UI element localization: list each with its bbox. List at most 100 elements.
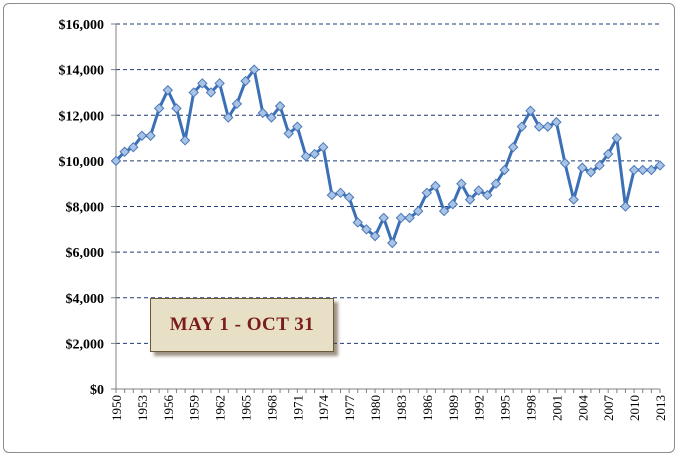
y-tick-label: $4,000 bbox=[66, 292, 105, 307]
series-markers bbox=[110, 64, 666, 249]
data-point bbox=[646, 164, 657, 176]
data-point bbox=[179, 135, 191, 146]
data-point bbox=[352, 217, 363, 228]
data-point bbox=[387, 237, 398, 249]
data-point bbox=[369, 230, 381, 242]
data-point bbox=[542, 121, 553, 132]
data-point bbox=[266, 112, 277, 123]
x-tick-label: 1977 bbox=[342, 395, 357, 422]
data-point bbox=[559, 157, 571, 169]
data-point bbox=[214, 78, 225, 89]
x-tick-label: 1962 bbox=[213, 395, 228, 421]
y-tick-label: $16,000 bbox=[59, 18, 105, 33]
data-point bbox=[292, 121, 303, 132]
data-point bbox=[119, 146, 130, 157]
data-point bbox=[577, 162, 588, 173]
y-tick-label: $8,000 bbox=[66, 201, 105, 216]
data-point bbox=[490, 178, 502, 189]
y-tick-label: $12,000 bbox=[59, 109, 105, 124]
x-tick-label: 1956 bbox=[161, 395, 176, 422]
data-point bbox=[438, 205, 450, 217]
data-point bbox=[162, 84, 174, 96]
data-point bbox=[447, 199, 458, 210]
line-chart: $0 $2,000 $4,000 $6,000 $8,000 $10,000 $12,000… bbox=[59, 18, 669, 422]
x-tick-label: 1989 bbox=[446, 395, 461, 421]
data-point bbox=[335, 187, 346, 199]
y-tick-label: $0 bbox=[90, 383, 104, 398]
data-point bbox=[654, 160, 666, 171]
data-point bbox=[507, 141, 519, 153]
data-point bbox=[551, 116, 562, 128]
x-tick-label: 1986 bbox=[420, 395, 435, 422]
x-tick-label: 1968 bbox=[264, 395, 279, 421]
data-point bbox=[611, 132, 623, 144]
data-point bbox=[525, 105, 536, 116]
x-tick-label: 1992 bbox=[472, 395, 487, 421]
x-tick-label: 2001 bbox=[549, 395, 564, 421]
data-point bbox=[248, 64, 260, 75]
data-point bbox=[456, 178, 467, 189]
y-tick-label: $6,000 bbox=[66, 246, 105, 261]
data-point bbox=[197, 78, 208, 89]
data-point bbox=[361, 224, 372, 235]
axes bbox=[111, 23, 661, 393]
data-point bbox=[464, 194, 476, 205]
annotation-box: MAY 1 - OCT 31 bbox=[150, 298, 334, 352]
data-point bbox=[223, 112, 234, 123]
x-tick-labels: 1950 1953 1956 1959 1962 1965 1968 1971 1974 1977… bbox=[109, 395, 668, 422]
data-point bbox=[395, 212, 407, 224]
x-tick-label: 1959 bbox=[187, 395, 202, 421]
data-point bbox=[136, 130, 148, 141]
x-tick-label: 2004 bbox=[575, 395, 590, 422]
data-point bbox=[516, 121, 528, 132]
data-point bbox=[171, 103, 182, 114]
data-point bbox=[343, 192, 355, 203]
data-point bbox=[568, 194, 579, 205]
data-point bbox=[499, 164, 510, 176]
data-point bbox=[620, 201, 631, 212]
data-point bbox=[240, 75, 251, 87]
data-point bbox=[413, 205, 424, 217]
data-point bbox=[585, 167, 597, 178]
data-point bbox=[326, 189, 338, 201]
data-point bbox=[378, 212, 389, 224]
x-tick-label: 1998 bbox=[523, 395, 538, 421]
data-point bbox=[637, 164, 648, 176]
series-line bbox=[114, 68, 661, 245]
annotation-label: MAY 1 - OCT 31 bbox=[169, 314, 315, 335]
y-tick-label: $2,000 bbox=[66, 337, 105, 352]
x-tick-label: 2010 bbox=[627, 395, 642, 421]
data-point bbox=[231, 98, 243, 110]
x-tick-label: 1953 bbox=[135, 395, 150, 421]
x-tick-label: 1971 bbox=[290, 395, 305, 421]
chart-frame: $0 $2,000 $4,000 $6,000 $8,000 $10,000 $12,000… bbox=[3, 3, 675, 453]
x-tick-label: 1980 bbox=[368, 395, 383, 421]
x-tick-label: 2013 bbox=[653, 395, 668, 421]
data-point bbox=[473, 185, 484, 196]
x-tick-label: 1983 bbox=[394, 395, 409, 421]
data-point bbox=[300, 151, 312, 162]
data-point bbox=[318, 141, 329, 153]
data-point bbox=[404, 212, 415, 224]
data-point bbox=[430, 180, 441, 192]
data-point bbox=[110, 155, 122, 167]
data-point bbox=[205, 87, 217, 98]
x-tick-label: 1965 bbox=[239, 395, 254, 421]
y-tick-label: $14,000 bbox=[59, 64, 105, 79]
x-tick-label: 1974 bbox=[316, 395, 331, 422]
data-point bbox=[153, 103, 165, 114]
x-tick-label: 2007 bbox=[601, 395, 616, 422]
data-point bbox=[188, 87, 199, 98]
data-point bbox=[482, 189, 493, 201]
data-point bbox=[309, 148, 320, 160]
data-point bbox=[602, 148, 614, 160]
data-point bbox=[257, 107, 269, 119]
data-point bbox=[283, 128, 294, 139]
data-point bbox=[421, 187, 433, 199]
data-point bbox=[145, 130, 156, 141]
y-tick-label: $10,000 bbox=[59, 155, 105, 170]
x-tick-label: 1995 bbox=[498, 395, 513, 421]
data-point bbox=[128, 141, 139, 153]
data-point bbox=[628, 164, 640, 176]
series-polyline bbox=[114, 68, 661, 245]
